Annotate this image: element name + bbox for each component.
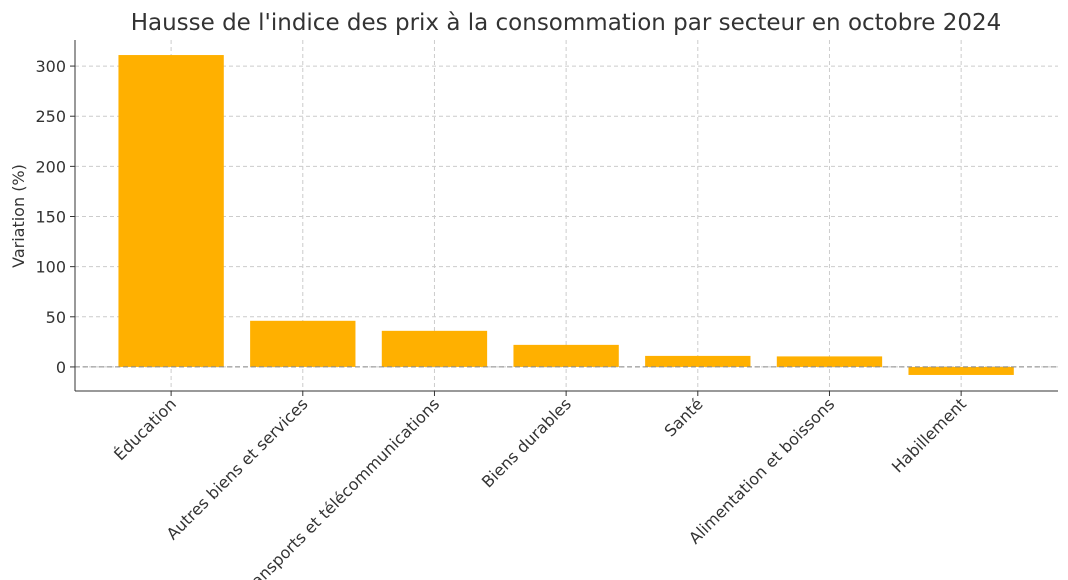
x-tick-label: Santé [661,394,707,440]
x-tick-label: Habillement [888,394,970,476]
y-tick-label: 100 [35,258,66,277]
x-tick-label: Autres biens et services [163,394,312,543]
y-tick-label: 200 [35,157,66,176]
bar [776,356,883,367]
y-tick-label: 300 [35,57,66,76]
bar [250,320,356,367]
bar [118,55,224,367]
y-tick-label: 0 [56,358,66,377]
x-tick-label: Alimentation et boissons [685,394,838,547]
y-tick-label: 150 [35,208,66,227]
bar [381,330,488,367]
x-tick-label: Transports et télécommunications [237,394,444,580]
y-tick-label: 250 [35,107,66,126]
x-tick-label: Éducation [110,394,180,464]
bar [513,344,619,367]
chart-title: Hausse de l'indice des prix à la consomm… [131,10,1002,36]
y-tick-label: 50 [46,308,66,327]
bar [645,355,751,367]
y-axis-label: Variation (%) [9,164,28,268]
bar [908,366,1014,375]
x-tick-label: Biens durables [478,394,575,491]
